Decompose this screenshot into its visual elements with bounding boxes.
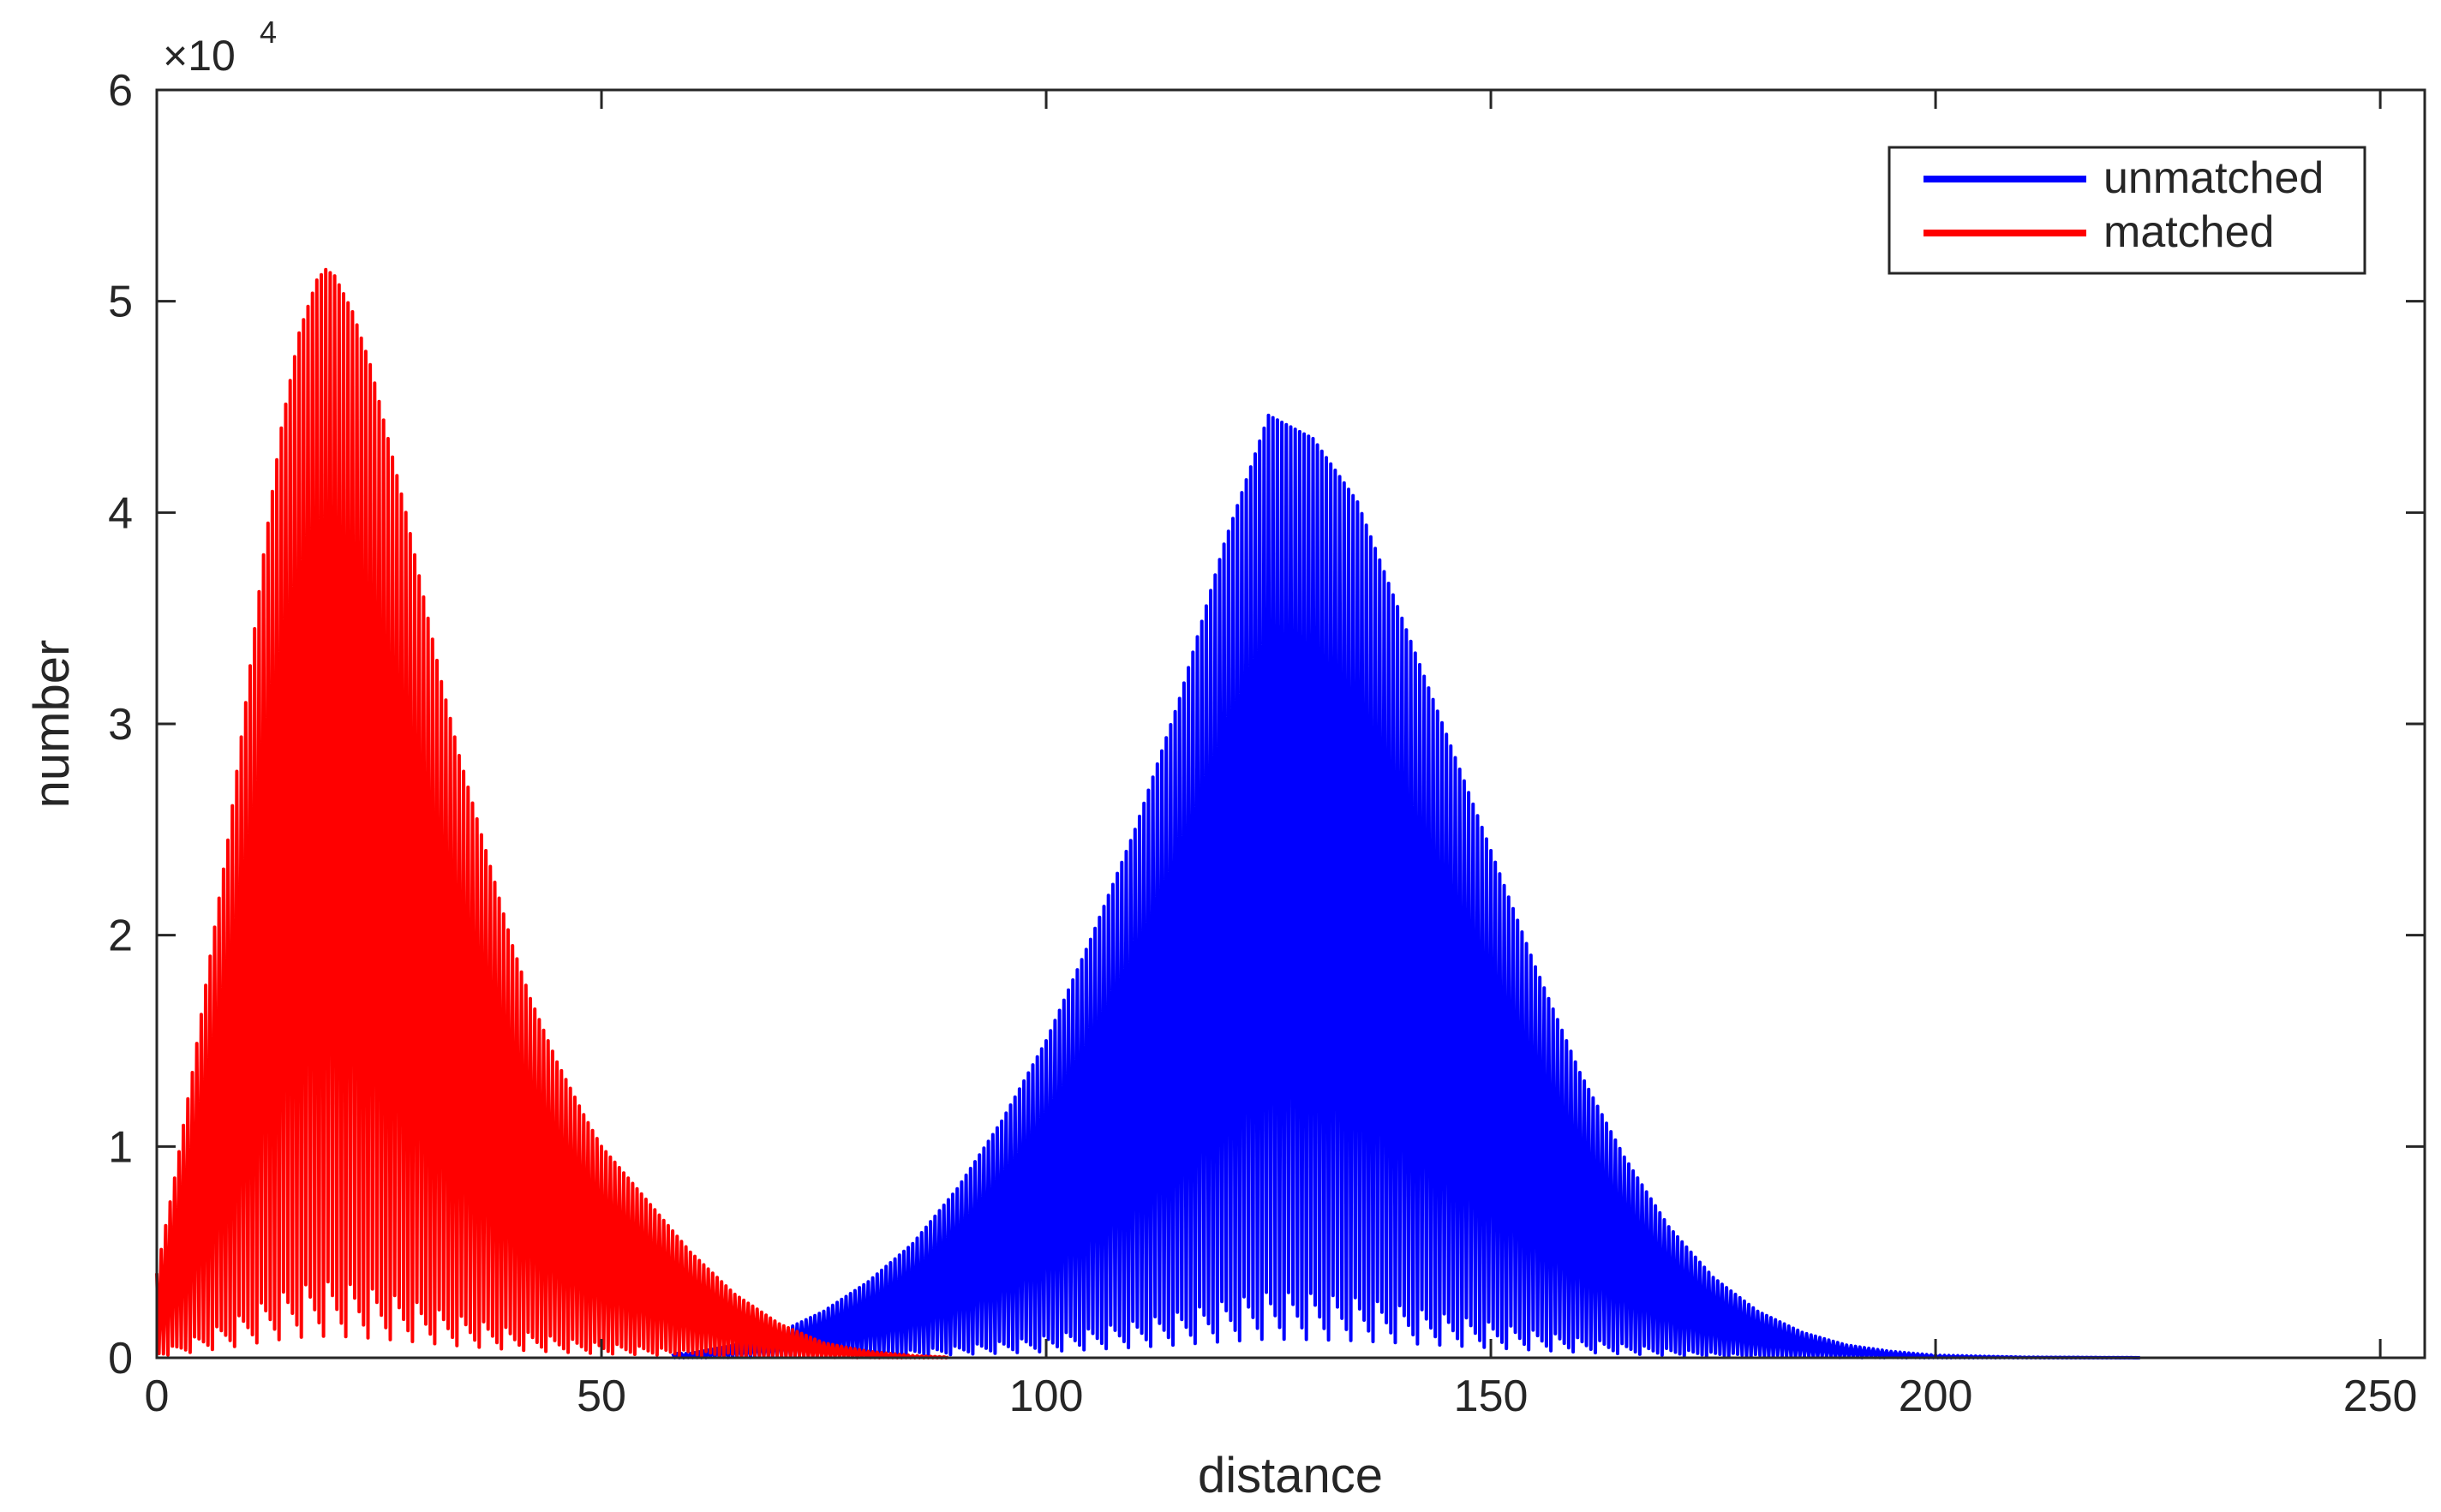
x-axis-label: distance <box>1198 1448 1383 1503</box>
ticks-layer <box>155 88 2425 1360</box>
series-line-matched <box>155 267 949 1360</box>
y-tick-label: 3 <box>108 700 133 750</box>
y-axis-label: number <box>24 640 80 809</box>
x-tick-label: 250 <box>2343 1372 2418 1421</box>
legend-label-matched: matched <box>2103 207 2274 257</box>
x-tick-label: 150 <box>1454 1372 1529 1421</box>
series-line-unmatched <box>671 413 2140 1360</box>
y-exponent-base: ×10 <box>163 32 236 80</box>
labels-layer: 0 50 100 150 200 250 0 1 2 3 4 5 6 <box>108 66 2417 1421</box>
y-tick-label: 6 <box>108 66 133 116</box>
x-tick-label: 50 <box>577 1372 626 1421</box>
y-tick-label: 1 <box>108 1122 133 1172</box>
x-tick-label: 0 <box>145 1372 170 1421</box>
series-layer <box>155 267 2140 1360</box>
y-tick-label: 5 <box>108 278 133 327</box>
legend-label-unmatched: unmatched <box>2103 153 2324 203</box>
y-exponent: ×10 4 <box>163 15 277 80</box>
legend: unmatched matched <box>1888 146 2366 275</box>
y-tick-label: 0 <box>108 1334 133 1384</box>
series-matched <box>155 267 949 1360</box>
series-unmatched <box>671 413 2140 1360</box>
y-tick-label: 2 <box>108 911 133 961</box>
x-tick-label: 200 <box>1899 1372 1973 1421</box>
x-tick-label: 100 <box>1009 1372 1084 1421</box>
y-exponent-power: 4 <box>260 15 277 50</box>
legend-box <box>1888 146 2366 275</box>
y-tick-label: 4 <box>108 488 133 538</box>
